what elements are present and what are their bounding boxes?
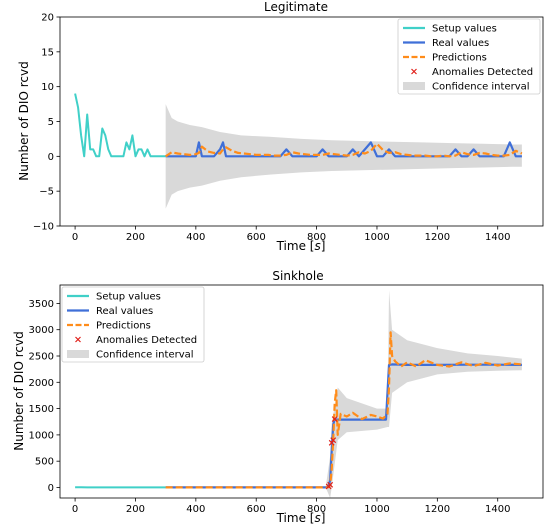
legend-swatch: [67, 350, 89, 358]
x-axis-label: Time [s]: [276, 511, 326, 525]
legend-box: [397, 18, 541, 95]
legend-label: Anomalies Detected: [432, 67, 533, 78]
predictions-line: [165, 331, 522, 489]
legend-label: Setup values: [432, 24, 497, 35]
anomaly-marker: [331, 416, 338, 423]
legitimate-chart: Legitimate 0 200 400 600 800 1000 1200 1400 −10…: [17, 0, 544, 253]
x-tick-label: 0: [72, 232, 78, 243]
x-tick-label: 200: [126, 504, 145, 515]
y-axis-label: Number of DIO rcvd: [17, 61, 31, 180]
series-layer: [75, 331, 522, 490]
x-tick-label: 600: [247, 504, 266, 515]
x-tick-label: 600: [247, 232, 266, 243]
x-axis-ticks: 0 200 400 600 800 1000 1200 1400: [72, 226, 510, 243]
real-values-line: [165, 141, 522, 158]
legend-label: Confidence interval: [432, 82, 530, 93]
y-axis-ticks: −10 −5 0 5 10 15 20: [33, 13, 60, 233]
legend-label: Real values: [432, 38, 489, 49]
anomaly-marker: [327, 481, 334, 488]
y-axis-label: Number of DIO rcvd: [12, 331, 26, 450]
legend-label: Setup values: [96, 292, 161, 303]
anomaly-marker: [330, 437, 337, 444]
x-tick-label: 1200: [425, 232, 450, 243]
y-tick-label: 3000: [29, 325, 54, 336]
y-tick-label: 20: [41, 13, 54, 24]
x-tick-label: 1200: [425, 504, 450, 515]
x-tick-label: 200: [126, 232, 145, 243]
y-tick-label: 1000: [29, 430, 54, 441]
legend-swatch: [411, 68, 417, 75]
x-axis-ticks: 0 200 400 600 800 1000 1200 1400: [72, 498, 510, 515]
x-tick-label: 0: [72, 504, 78, 515]
legend-label: Predictions: [432, 53, 487, 64]
setup-values-line: [74, 93, 166, 158]
plot-area-frame: [59, 284, 544, 499]
y-tick-label: 10: [41, 82, 54, 93]
y-tick-label: 1500: [29, 404, 54, 415]
x-tick-label: 1000: [364, 504, 389, 515]
y-tick-label: 0: [48, 483, 54, 494]
y-tick-label: 2000: [29, 378, 54, 389]
series-layer: [74, 93, 523, 158]
y-tick-label: 0: [48, 152, 54, 163]
legend-swatch: [75, 336, 81, 343]
y-tick-label: −5: [39, 187, 54, 198]
legend-box: [61, 286, 205, 363]
legend-label: Predictions: [96, 321, 151, 332]
x-tick-label: 1400: [485, 232, 510, 243]
x-tick-label: 400: [186, 232, 205, 243]
x-tick-label: 800: [307, 232, 326, 243]
x-tick-label: 400: [186, 504, 205, 515]
x-tick-label: 1400: [485, 504, 510, 515]
confidence-band-layer: [165, 290, 522, 498]
y-tick-label: 5: [48, 117, 54, 128]
y-tick-label: 15: [41, 47, 54, 58]
y-tick-label: 500: [35, 457, 54, 468]
y-tick-label: −10: [33, 222, 54, 233]
legend-label: Confidence interval: [96, 350, 194, 361]
x-tick-label: 1000: [364, 232, 389, 243]
x-axis-label: Time [s]: [276, 239, 326, 253]
x-tick-label: 800: [307, 504, 326, 515]
legend-swatch: [403, 82, 425, 90]
legend-label: Anomalies Detected: [96, 335, 197, 346]
y-tick-label: 2500: [29, 352, 54, 363]
legend: Setup values Real values Predictions Anomal…: [397, 18, 541, 95]
confidence-interval-band: [165, 290, 522, 498]
legend-label: Real values: [96, 306, 153, 317]
chart-title-sinkhole: Sinkhole: [272, 269, 323, 283]
chart-title-legitimate: Legitimate: [264, 0, 328, 14]
legend: Setup values Real values Predictions Anomal…: [61, 286, 205, 363]
sinkhole-chart: Sinkhole 0 200 400 600 800 1000 1200 1400 0 500 1…: [12, 269, 544, 525]
y-tick-label: 3500: [29, 299, 54, 310]
predictions-line: [165, 142, 523, 158]
y-axis-ticks: 0 500 1000 1500 2000 2500 3000 3500: [29, 299, 60, 494]
